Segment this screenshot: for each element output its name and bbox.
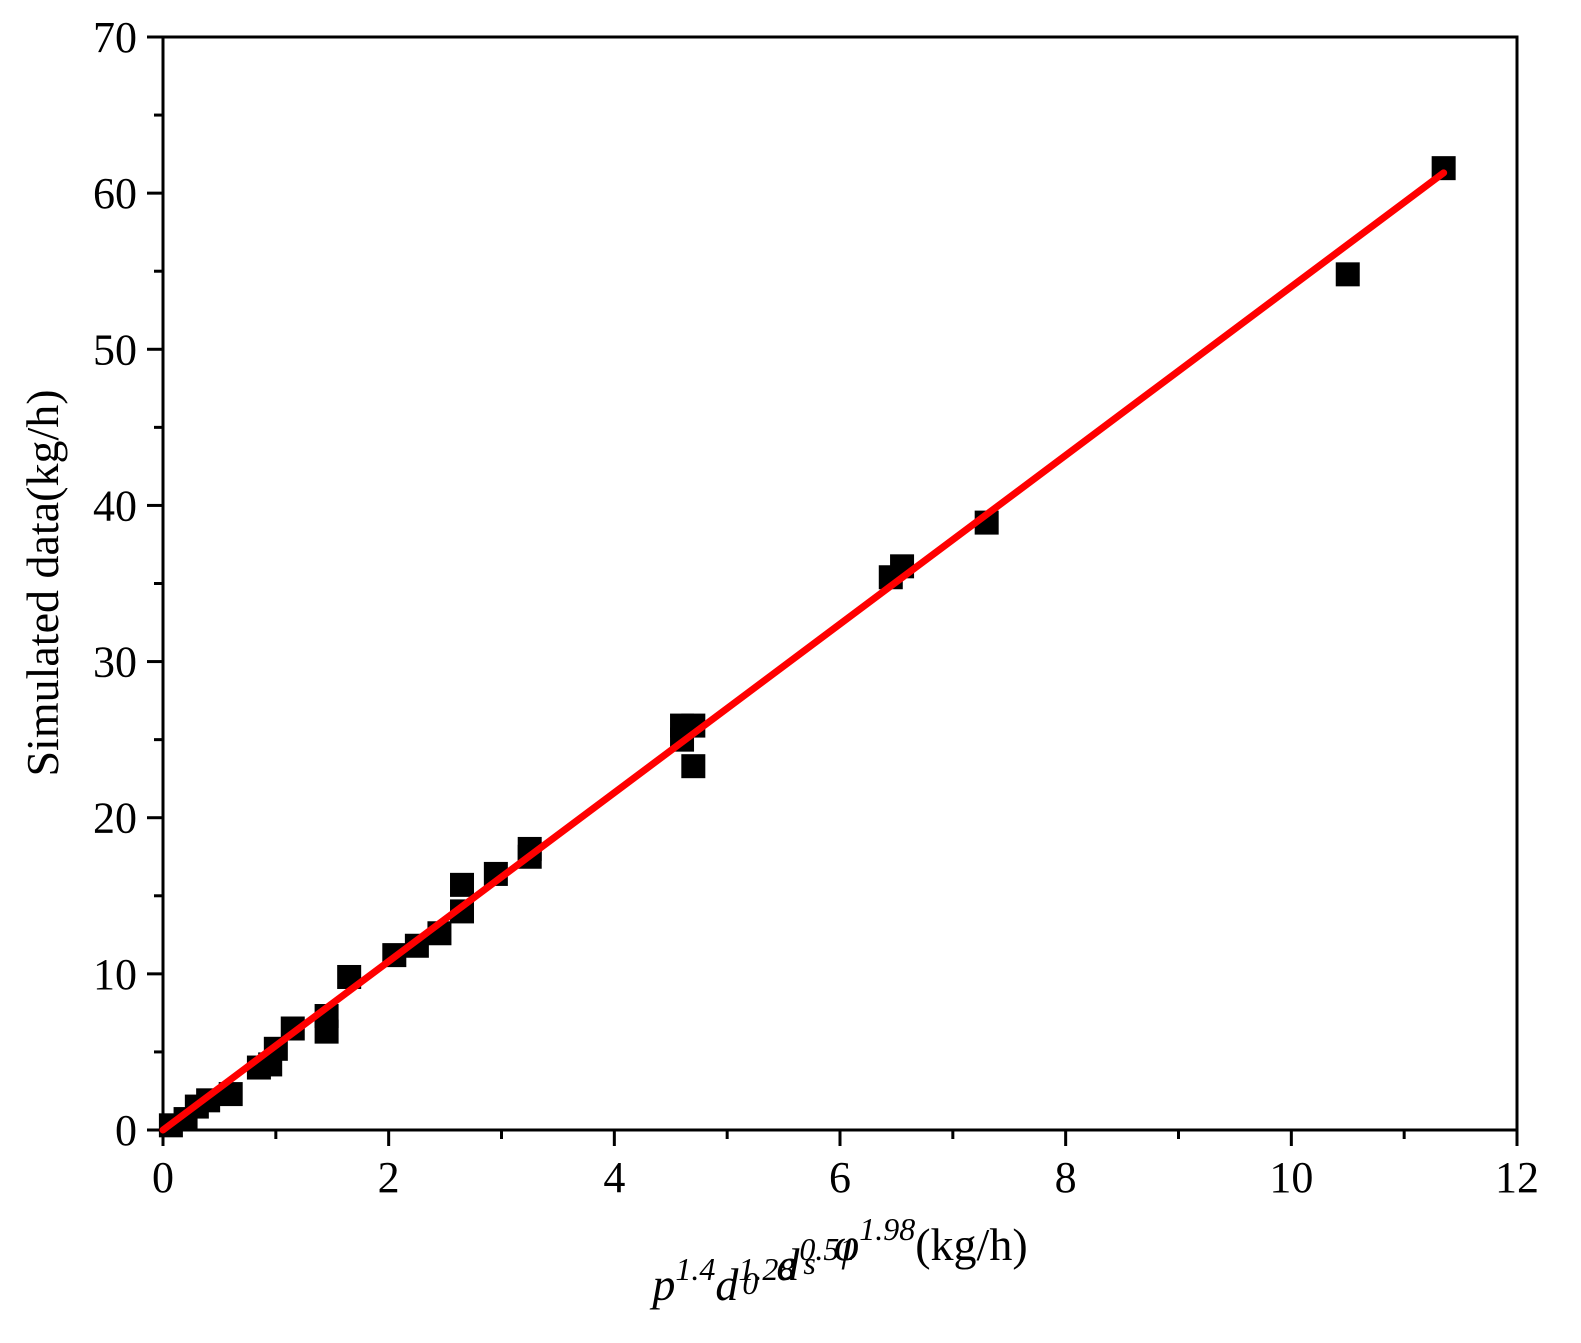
x-tick-label: 6 xyxy=(829,1153,851,1202)
x-label-part: d xyxy=(776,1239,800,1290)
x-label-part: (kg/h) xyxy=(915,1219,1027,1270)
x-label-part: s xyxy=(803,1245,815,1281)
x-label-part: 1.28 xyxy=(738,1251,794,1287)
y-tick-label: 60 xyxy=(93,169,137,218)
y-tick-label: 20 xyxy=(93,794,137,843)
x-tick-label: 12 xyxy=(1495,1153,1539,1202)
x-tick-label: 10 xyxy=(1269,1153,1313,1202)
y-tick-label: 0 xyxy=(115,1106,137,1155)
x-label-part: 0.51 xyxy=(799,1231,855,1267)
x-label-part: 0 xyxy=(742,1265,758,1301)
x-label-part: d xyxy=(715,1259,739,1310)
data-point xyxy=(450,872,475,897)
y-tick-label: 40 xyxy=(93,481,137,530)
y-tick-label: 10 xyxy=(93,950,137,999)
fit-line xyxy=(159,169,1448,1134)
x-label-part: φ xyxy=(834,1219,859,1270)
x-axis-label: p1.4d1.280 d0.51s φ1.98(kg/h) xyxy=(649,1211,1027,1310)
x-tick-label: 8 xyxy=(1055,1153,1077,1202)
axis-ticks xyxy=(147,35,1519,1146)
y-tick-label: 30 xyxy=(93,638,137,687)
x-tick-label: 2 xyxy=(378,1153,400,1202)
x-label-part: 1.98 xyxy=(859,1211,915,1247)
y-axis-label: Simulated data(kg/h) xyxy=(17,389,68,776)
fit-line-group xyxy=(159,169,1448,1134)
y-tick-label: 50 xyxy=(93,325,137,374)
data-point xyxy=(681,754,706,779)
x-tick-label: 4 xyxy=(603,1153,625,1202)
tick-labels: 0 2 4 6 8 10 12 0 10 20 30 40 50 60 70 xyxy=(93,13,1539,1202)
x-label-part: 1.4 xyxy=(675,1251,715,1287)
data-point xyxy=(1335,262,1360,287)
y-tick-label: 70 xyxy=(93,13,137,62)
x-label-part: p xyxy=(649,1259,675,1310)
plot-frame xyxy=(161,35,1519,1132)
x-tick-label: 0 xyxy=(152,1153,174,1202)
